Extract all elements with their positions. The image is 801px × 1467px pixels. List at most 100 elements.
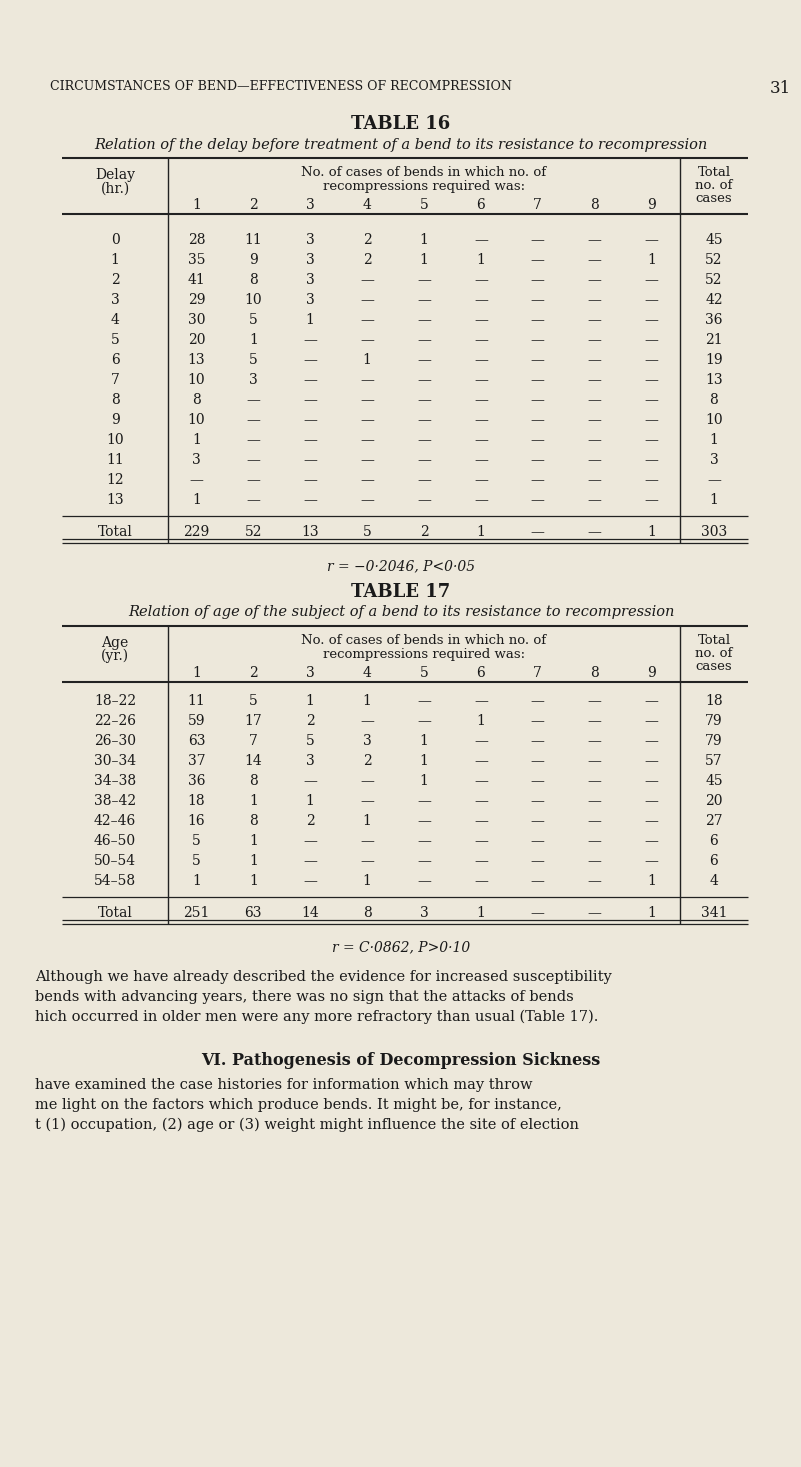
Text: —: — bbox=[304, 835, 317, 848]
Text: No. of cases of bends in which no. of: No. of cases of bends in which no. of bbox=[301, 166, 546, 179]
Text: 1: 1 bbox=[420, 754, 429, 769]
Text: 229: 229 bbox=[183, 525, 210, 538]
Text: —: — bbox=[645, 734, 658, 748]
Text: 1: 1 bbox=[249, 854, 258, 868]
Text: 8: 8 bbox=[249, 775, 258, 788]
Text: —: — bbox=[474, 293, 488, 307]
Text: 52: 52 bbox=[705, 273, 723, 288]
Text: —: — bbox=[417, 373, 431, 387]
Text: —: — bbox=[360, 453, 374, 467]
Text: 8: 8 bbox=[249, 273, 258, 288]
Text: VI. Pathogenesis of Decompression Sickness: VI. Pathogenesis of Decompression Sickne… bbox=[201, 1052, 601, 1069]
Text: 8: 8 bbox=[590, 198, 599, 213]
Text: Total: Total bbox=[98, 525, 132, 538]
Text: 11: 11 bbox=[187, 694, 205, 709]
Text: 7: 7 bbox=[533, 666, 542, 681]
Text: —: — bbox=[588, 493, 602, 508]
Text: —: — bbox=[531, 293, 545, 307]
Text: —: — bbox=[588, 694, 602, 709]
Text: —: — bbox=[588, 293, 602, 307]
Text: —: — bbox=[474, 373, 488, 387]
Text: —: — bbox=[304, 453, 317, 467]
Text: —: — bbox=[360, 312, 374, 327]
Text: —: — bbox=[645, 233, 658, 246]
Text: —: — bbox=[531, 453, 545, 467]
Text: —: — bbox=[304, 472, 317, 487]
Text: 1: 1 bbox=[420, 252, 429, 267]
Text: —: — bbox=[645, 453, 658, 467]
Text: 3: 3 bbox=[306, 293, 315, 307]
Text: —: — bbox=[474, 273, 488, 288]
Text: 8: 8 bbox=[249, 814, 258, 827]
Text: 12: 12 bbox=[107, 472, 124, 487]
Text: —: — bbox=[304, 854, 317, 868]
Text: 42–46: 42–46 bbox=[94, 814, 136, 827]
Text: —: — bbox=[645, 854, 658, 868]
Text: 1: 1 bbox=[192, 493, 201, 508]
Text: 3: 3 bbox=[420, 907, 429, 920]
Text: —: — bbox=[417, 835, 431, 848]
Text: 18: 18 bbox=[705, 694, 723, 709]
Text: no. of: no. of bbox=[695, 647, 733, 660]
Text: 6: 6 bbox=[111, 354, 119, 367]
Text: —: — bbox=[588, 775, 602, 788]
Text: 10: 10 bbox=[187, 373, 205, 387]
Text: 2: 2 bbox=[420, 525, 429, 538]
Text: 6: 6 bbox=[477, 666, 485, 681]
Text: 7: 7 bbox=[533, 198, 542, 213]
Text: (hr.): (hr.) bbox=[100, 182, 130, 197]
Text: —: — bbox=[645, 754, 658, 769]
Text: —: — bbox=[645, 814, 658, 827]
Text: —: — bbox=[474, 233, 488, 246]
Text: —: — bbox=[304, 775, 317, 788]
Text: 50–54: 50–54 bbox=[94, 854, 136, 868]
Text: —: — bbox=[531, 794, 545, 808]
Text: —: — bbox=[417, 472, 431, 487]
Text: 14: 14 bbox=[244, 754, 262, 769]
Text: —: — bbox=[645, 273, 658, 288]
Text: 3: 3 bbox=[306, 233, 315, 246]
Text: —: — bbox=[588, 252, 602, 267]
Text: —: — bbox=[588, 714, 602, 728]
Text: 35: 35 bbox=[187, 252, 205, 267]
Text: —: — bbox=[531, 333, 545, 348]
Text: —: — bbox=[588, 393, 602, 406]
Text: —: — bbox=[417, 814, 431, 827]
Text: 17: 17 bbox=[244, 714, 262, 728]
Text: —: — bbox=[304, 373, 317, 387]
Text: 2: 2 bbox=[363, 233, 372, 246]
Text: —: — bbox=[247, 472, 260, 487]
Text: —: — bbox=[531, 433, 545, 447]
Text: 2: 2 bbox=[249, 666, 258, 681]
Text: —: — bbox=[190, 472, 203, 487]
Text: —: — bbox=[360, 794, 374, 808]
Text: 3: 3 bbox=[363, 734, 372, 748]
Text: 1: 1 bbox=[420, 233, 429, 246]
Text: 18: 18 bbox=[187, 794, 205, 808]
Text: —: — bbox=[474, 775, 488, 788]
Text: no. of: no. of bbox=[695, 179, 733, 192]
Text: —: — bbox=[645, 414, 658, 427]
Text: r = C·0862, P>0·10: r = C·0862, P>0·10 bbox=[332, 940, 470, 954]
Text: 5: 5 bbox=[363, 525, 372, 538]
Text: 16: 16 bbox=[187, 814, 205, 827]
Text: —: — bbox=[360, 414, 374, 427]
Text: 6: 6 bbox=[710, 854, 718, 868]
Text: 1: 1 bbox=[647, 252, 656, 267]
Text: 1: 1 bbox=[192, 874, 201, 888]
Text: 1: 1 bbox=[192, 433, 201, 447]
Text: —: — bbox=[417, 293, 431, 307]
Text: 13: 13 bbox=[107, 493, 124, 508]
Text: 6: 6 bbox=[710, 835, 718, 848]
Text: —: — bbox=[531, 754, 545, 769]
Text: 9: 9 bbox=[647, 198, 656, 213]
Text: —: — bbox=[588, 273, 602, 288]
Text: —: — bbox=[531, 233, 545, 246]
Text: 5: 5 bbox=[192, 835, 201, 848]
Text: —: — bbox=[360, 373, 374, 387]
Text: —: — bbox=[247, 493, 260, 508]
Text: 8: 8 bbox=[590, 666, 599, 681]
Text: —: — bbox=[645, 835, 658, 848]
Text: 1: 1 bbox=[710, 433, 718, 447]
Text: 8: 8 bbox=[363, 907, 372, 920]
